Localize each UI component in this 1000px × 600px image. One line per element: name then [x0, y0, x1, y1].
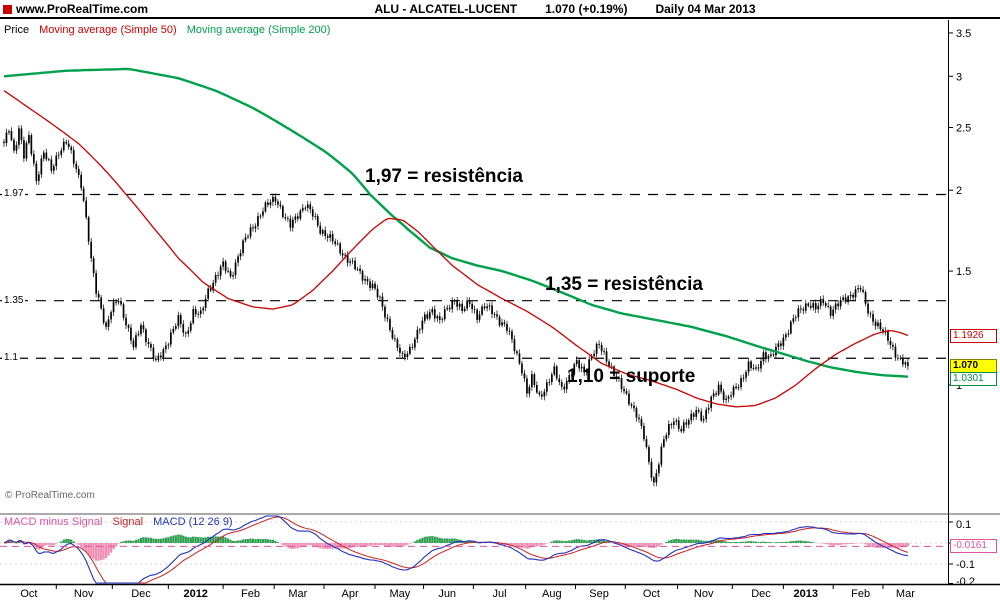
- chart-title: ALU - ALCATEL-LUCENT 1.070 (+0.19%) Daily …: [0, 2, 1000, 16]
- legend-price[interactable]: Price: [4, 24, 30, 36]
- macd-value-tag: -0.0161: [950, 539, 997, 554]
- legend-macd-signal[interactable]: Signal: [112, 516, 144, 528]
- ma200-price-tag: 1.0301: [950, 372, 997, 386]
- x-axis-label-Feb: Feb: [241, 588, 260, 600]
- x-axis-label-Dec: Dec: [751, 588, 771, 600]
- ma200-line: [3, 67, 908, 378]
- last-price-tag: 1.070: [950, 359, 997, 373]
- legend-ma50[interactable]: Moving average (Simple 50): [39, 24, 177, 36]
- price-axis-label: 1.5: [956, 266, 971, 278]
- x-axis-label-Feb: Feb: [851, 588, 870, 600]
- x-axis-label-Jun: Jun: [438, 588, 456, 600]
- site-link[interactable]: www.ProRealTime.com: [16, 2, 149, 16]
- price-axis-label: 1: [956, 380, 962, 392]
- level-label-197[interactable]: 1.97: [2, 188, 26, 201]
- last-quote: 1.070 (+0.19%): [545, 2, 628, 16]
- macd-pane-legend: MACD minus Signal Signal MACD (12 26 9): [4, 516, 233, 528]
- legend-macd-line[interactable]: MACD (12 26 9): [153, 516, 233, 528]
- x-axis-label-Oct: Oct: [643, 588, 660, 600]
- price-axis-label: 3: [956, 71, 962, 83]
- candlestick-series: [3, 125, 909, 487]
- legend-ma200[interactable]: Moving average (Simple 200): [186, 24, 331, 36]
- level-label-110[interactable]: 1.1: [2, 352, 20, 365]
- x-axis-label-May: May: [390, 588, 411, 600]
- price-axis-label: 2: [956, 185, 962, 197]
- ma50-price-tag: 1.1926: [950, 328, 997, 343]
- annotation-resistance-135[interactable]: 1,35 = resistência: [545, 274, 703, 295]
- x-axis-label-2012: 2012: [183, 588, 207, 600]
- x-axis-label-2013: 2013: [794, 588, 818, 600]
- price-pane-legend: Price Moving average (Simple 50) Moving …: [4, 24, 330, 36]
- macd-line: [3, 515, 908, 584]
- macd-axis-label: 0.1: [956, 519, 971, 531]
- annotation-resistance-197[interactable]: 1,97 = resistência: [365, 166, 523, 187]
- prorealtime-logo-icon: [3, 4, 12, 14]
- x-axis-label-Jul: Jul: [492, 588, 506, 600]
- macd-signal-line: [3, 516, 909, 584]
- logo[interactable]: www.ProRealTime.com: [3, 2, 148, 16]
- header-bar: www.ProRealTime.com ALU - ALCATEL-LUCENT…: [0, 0, 1000, 19]
- timeframe-label: Daily 04 Mar 2013: [655, 2, 756, 16]
- price-axis-label: 3.5: [956, 28, 971, 40]
- x-axis-label-Sep: Sep: [589, 588, 609, 600]
- x-axis-label-Nov: Nov: [694, 588, 714, 600]
- x-axis-label-Nov: Nov: [74, 588, 94, 600]
- x-axis-label-Dec: Dec: [131, 588, 151, 600]
- x-axis-label-Aug: Aug: [542, 588, 562, 600]
- annotation-support-110[interactable]: 1,10 = suporte: [567, 366, 696, 387]
- price-axis-label: 2.5: [956, 123, 971, 135]
- x-axis-label-Mar: Mar: [288, 588, 307, 600]
- macd-axis-label: -0.1: [956, 559, 975, 571]
- instrument-name: ALU - ALCATEL-LUCENT: [374, 2, 518, 16]
- x-axis-label-Mar: Mar: [896, 588, 915, 600]
- macd-histogram: [5, 534, 910, 561]
- x-axis-label-Oct: Oct: [20, 588, 37, 600]
- x-axis-label-Apr: Apr: [342, 588, 359, 600]
- legend-macd-hist[interactable]: MACD minus Signal: [4, 516, 103, 528]
- level-label-135[interactable]: 1.35: [2, 294, 26, 307]
- copyright-watermark: © ProRealTime.com: [5, 490, 95, 501]
- macd-axis-label: -0.2: [956, 576, 975, 588]
- ma50-line: [3, 90, 909, 408]
